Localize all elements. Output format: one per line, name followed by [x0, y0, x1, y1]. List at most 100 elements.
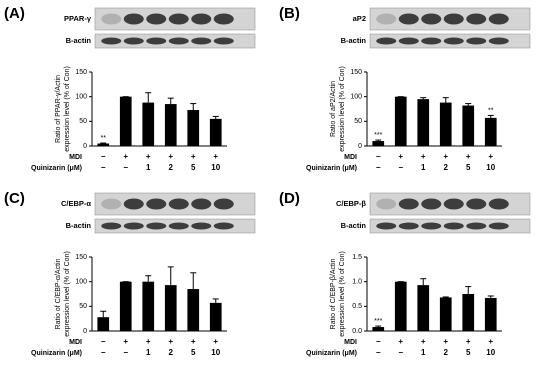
- condition-label: +: [488, 337, 493, 346]
- blot-band: [488, 222, 509, 230]
- blot-band: [146, 37, 167, 45]
- condition-label: 5: [191, 163, 196, 172]
- y-tick-label: 150: [75, 69, 87, 76]
- significance: **: [488, 107, 494, 114]
- bar: [417, 285, 430, 331]
- blot-band: [168, 37, 189, 45]
- y-tick-label: 150: [350, 69, 362, 76]
- blot-band: [398, 37, 419, 45]
- bar: [372, 327, 385, 331]
- bar: [187, 109, 200, 146]
- condition-label: −: [123, 348, 128, 357]
- blot-band: [443, 37, 464, 45]
- blot-band: [398, 13, 419, 25]
- y-tick-label: 50: [79, 118, 87, 125]
- significance: **: [101, 135, 107, 142]
- bar: [394, 281, 407, 331]
- y-axis-label: Ratio of PPAR-γ/Actin: [55, 75, 62, 143]
- condition-label: −: [123, 163, 128, 172]
- bar: [484, 297, 497, 331]
- y-tick-label: 0.5: [352, 303, 362, 310]
- y-tick-label: 100: [350, 94, 362, 101]
- blot-label: aP2: [353, 14, 366, 23]
- condition-label: +: [398, 337, 403, 346]
- bar: [164, 104, 177, 146]
- bar: [417, 99, 430, 146]
- blot-label: C/EBP-β: [336, 199, 366, 208]
- blot-band: [466, 222, 487, 230]
- condition-label: 2: [169, 163, 174, 172]
- blot-band: [488, 37, 509, 45]
- blot-band: [191, 222, 212, 230]
- blot-label: B-actin: [66, 36, 92, 45]
- condition-label: 2: [444, 163, 449, 172]
- condition-label: 1: [421, 348, 426, 357]
- blot-band: [421, 198, 442, 210]
- y-tick-label: 100: [75, 279, 87, 286]
- y-tick-label: 150: [75, 254, 87, 261]
- y-axis-label: Ratio of aP2/Actin: [330, 81, 337, 137]
- condition-label: −: [376, 348, 381, 357]
- panel: (B) aP2 B-actin 0 50 100 150 Ratio of aP2/Actin…: [279, 5, 531, 172]
- y-tick-label: 1.0: [352, 279, 362, 286]
- condition-label: +: [168, 337, 173, 346]
- row-name: Quinizarin (μM): [31, 165, 82, 172]
- condition-label: +: [213, 152, 218, 161]
- y-tick-label: 0: [83, 143, 87, 150]
- bar: [164, 285, 177, 331]
- y-axis-label: expression level (% of Con): [64, 66, 71, 152]
- condition-label: −: [376, 337, 381, 346]
- condition-label: 10: [486, 348, 495, 357]
- bar: [394, 96, 407, 146]
- condition-label: +: [146, 337, 151, 346]
- blot-band: [376, 37, 397, 45]
- condition-label: 1: [146, 163, 151, 172]
- bar: [439, 297, 452, 331]
- condition-label: +: [421, 152, 426, 161]
- y-axis-label: expression level (% of Con): [339, 66, 346, 152]
- blot-band: [101, 13, 122, 25]
- bar: [142, 102, 155, 146]
- condition-label: −: [398, 348, 403, 357]
- blot-band: [213, 222, 234, 230]
- bar: [484, 117, 497, 146]
- blot-label: C/EBP-α: [61, 199, 91, 208]
- condition-label: 10: [486, 163, 495, 172]
- condition-label: +: [213, 337, 218, 346]
- condition-label: +: [168, 152, 173, 161]
- panel-label: (A): [4, 5, 25, 22]
- condition-label: −: [101, 163, 106, 172]
- bar: [97, 143, 110, 146]
- blot-band: [466, 13, 487, 25]
- blot-band: [376, 13, 397, 25]
- panel: (D) C/EBP-β B-actin 0.0 0.5 1.0 1.5 Ratio of C/…: [279, 190, 531, 357]
- blot-band: [191, 198, 212, 210]
- blot-band: [443, 222, 464, 230]
- condition-label: 5: [466, 348, 471, 357]
- blot-band: [376, 222, 397, 230]
- y-axis-label: expression level (% of Con): [64, 251, 71, 337]
- row-name: Quinizarin (μM): [31, 350, 82, 357]
- blot-band: [488, 198, 509, 210]
- blot-band: [146, 198, 167, 210]
- blot-band: [376, 198, 397, 210]
- condition-label: −: [101, 152, 106, 161]
- significance: ***: [374, 132, 382, 139]
- blot-band: [191, 13, 212, 25]
- condition-label: +: [443, 152, 448, 161]
- y-tick-label: 50: [354, 118, 362, 125]
- bar: [439, 102, 452, 146]
- y-tick-label: 1.5: [352, 254, 362, 261]
- blot-label: B-actin: [341, 221, 367, 230]
- condition-label: +: [191, 152, 196, 161]
- y-tick-label: 0: [358, 143, 362, 150]
- condition-label: 1: [146, 348, 151, 357]
- condition-label: +: [146, 152, 151, 161]
- panel-label: (B): [279, 5, 300, 22]
- y-tick-label: 0.0: [352, 328, 362, 335]
- blot-band: [421, 37, 442, 45]
- condition-label: +: [421, 337, 426, 346]
- row-name: Quinizarin (μM): [306, 350, 357, 357]
- blot-band: [213, 13, 234, 25]
- panel: (A) PPAR-γ B-actin 0 50 100 150 Ratio of PPAR-γ…: [4, 5, 256, 172]
